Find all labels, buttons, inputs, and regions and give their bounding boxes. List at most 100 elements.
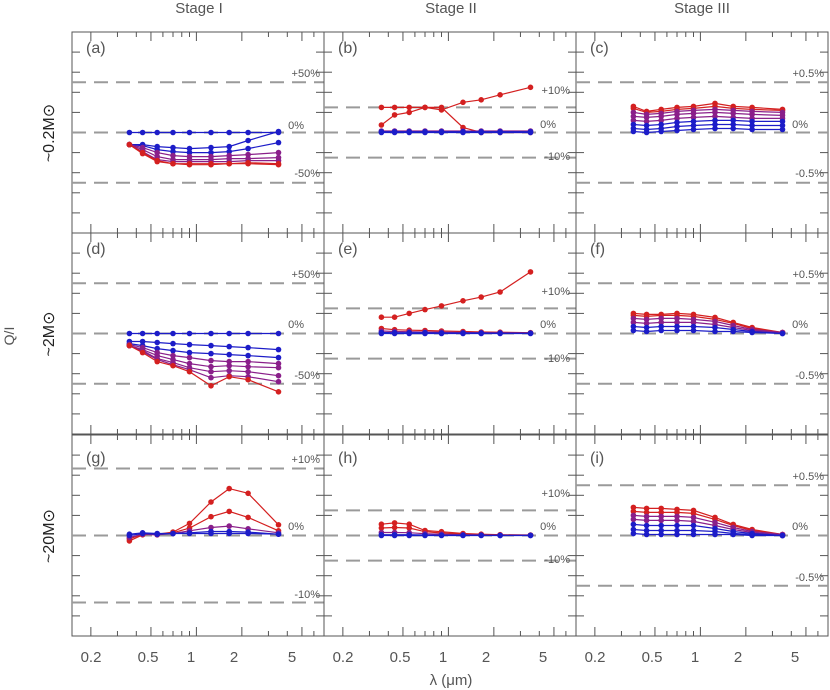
x-tick-label: 2 <box>230 649 238 666</box>
data-point <box>460 532 466 539</box>
data-point <box>186 129 193 136</box>
pct-label: +10% <box>542 488 571 500</box>
data-point <box>712 328 718 335</box>
data-point <box>438 330 445 337</box>
data-point <box>406 310 413 317</box>
x-tick-label: 5 <box>288 649 296 666</box>
data-point <box>170 530 176 537</box>
data-point <box>208 374 214 381</box>
data-point <box>154 330 160 337</box>
data-point <box>226 485 232 492</box>
panel-g: (g) +10% 0% -10% <box>71 434 325 637</box>
data-point <box>674 517 680 524</box>
data-point <box>658 323 664 330</box>
data-point <box>208 357 214 364</box>
pct-label: 0% <box>540 319 556 331</box>
data-point <box>245 376 251 383</box>
data-point <box>630 109 637 116</box>
data-point <box>245 151 251 158</box>
data-point <box>690 527 697 534</box>
data-point <box>643 324 650 331</box>
data-point <box>275 346 282 353</box>
data-point <box>630 315 637 322</box>
data-point <box>275 378 282 385</box>
data-point <box>186 360 193 367</box>
data-point <box>630 117 637 124</box>
data-point <box>690 110 697 117</box>
data-point <box>422 330 428 337</box>
data-point <box>749 118 755 125</box>
data-point <box>154 530 160 537</box>
pct-label: +0.5% <box>793 269 825 281</box>
data-point <box>378 314 385 321</box>
data-point <box>406 532 413 539</box>
data-point <box>674 115 680 122</box>
data-point <box>208 530 214 537</box>
data-point <box>712 121 718 128</box>
data-point <box>275 522 282 528</box>
data-point <box>712 117 718 124</box>
x-tick-label: 0.5 <box>642 649 663 666</box>
data-point <box>245 530 251 537</box>
data-point <box>658 527 664 534</box>
data-point <box>643 517 650 524</box>
data-point <box>208 363 214 370</box>
panel-label: (b) <box>338 40 358 57</box>
data-point <box>154 358 160 365</box>
data-point <box>630 319 637 326</box>
data-point <box>658 509 664 516</box>
stage-title-1: Stage I <box>175 0 223 17</box>
data-point <box>406 109 413 116</box>
pct-label: -10% <box>544 554 570 566</box>
data-point <box>674 513 680 520</box>
data-point <box>658 522 664 529</box>
data-point <box>186 149 193 156</box>
data-point <box>527 84 534 91</box>
data-point <box>630 323 637 330</box>
panel-label: (a) <box>86 40 106 57</box>
data-point <box>170 330 176 337</box>
data-point <box>391 314 398 321</box>
data-point <box>378 122 385 128</box>
data-point <box>226 523 232 529</box>
data-point <box>245 330 251 337</box>
data-point <box>438 107 445 113</box>
pct-label: -10% <box>544 151 570 163</box>
data-point <box>674 327 680 334</box>
panel-label: (g) <box>86 450 106 467</box>
stage-title-3: Stage III <box>674 0 730 17</box>
data-point <box>378 532 385 539</box>
pct-label: -0.5% <box>795 168 824 180</box>
x-tick-label: 0.2 <box>333 649 354 666</box>
data-point <box>422 104 428 111</box>
data-point <box>478 97 485 103</box>
stage-title-2: Stage II <box>425 0 477 17</box>
data-point <box>422 306 428 313</box>
data-point <box>658 315 664 322</box>
data-point <box>527 129 534 136</box>
panel-label: (f) <box>590 241 605 258</box>
row-label-3: ~20M⊙ <box>41 509 58 563</box>
data-point <box>749 532 755 539</box>
panel-label: (e) <box>338 241 358 258</box>
data-point <box>674 111 680 118</box>
data-point <box>275 330 282 337</box>
data-point <box>245 363 251 370</box>
data-point <box>779 126 786 133</box>
panel-i: (i) +0.5% 0% -0.5% <box>575 434 829 637</box>
data-point <box>460 330 466 337</box>
data-point <box>730 328 736 335</box>
data-point <box>245 514 251 521</box>
data-point <box>658 128 664 135</box>
data-point <box>226 351 232 358</box>
data-point <box>749 122 755 129</box>
data-point <box>730 125 736 132</box>
panel-label: (h) <box>338 450 358 467</box>
data-point <box>226 530 232 537</box>
data-point <box>527 532 534 539</box>
data-point <box>275 354 282 361</box>
data-point <box>186 530 193 537</box>
data-point <box>674 509 680 516</box>
x-tick-labels-col-2: 0.2 0.5 1 2 5 <box>333 649 548 666</box>
